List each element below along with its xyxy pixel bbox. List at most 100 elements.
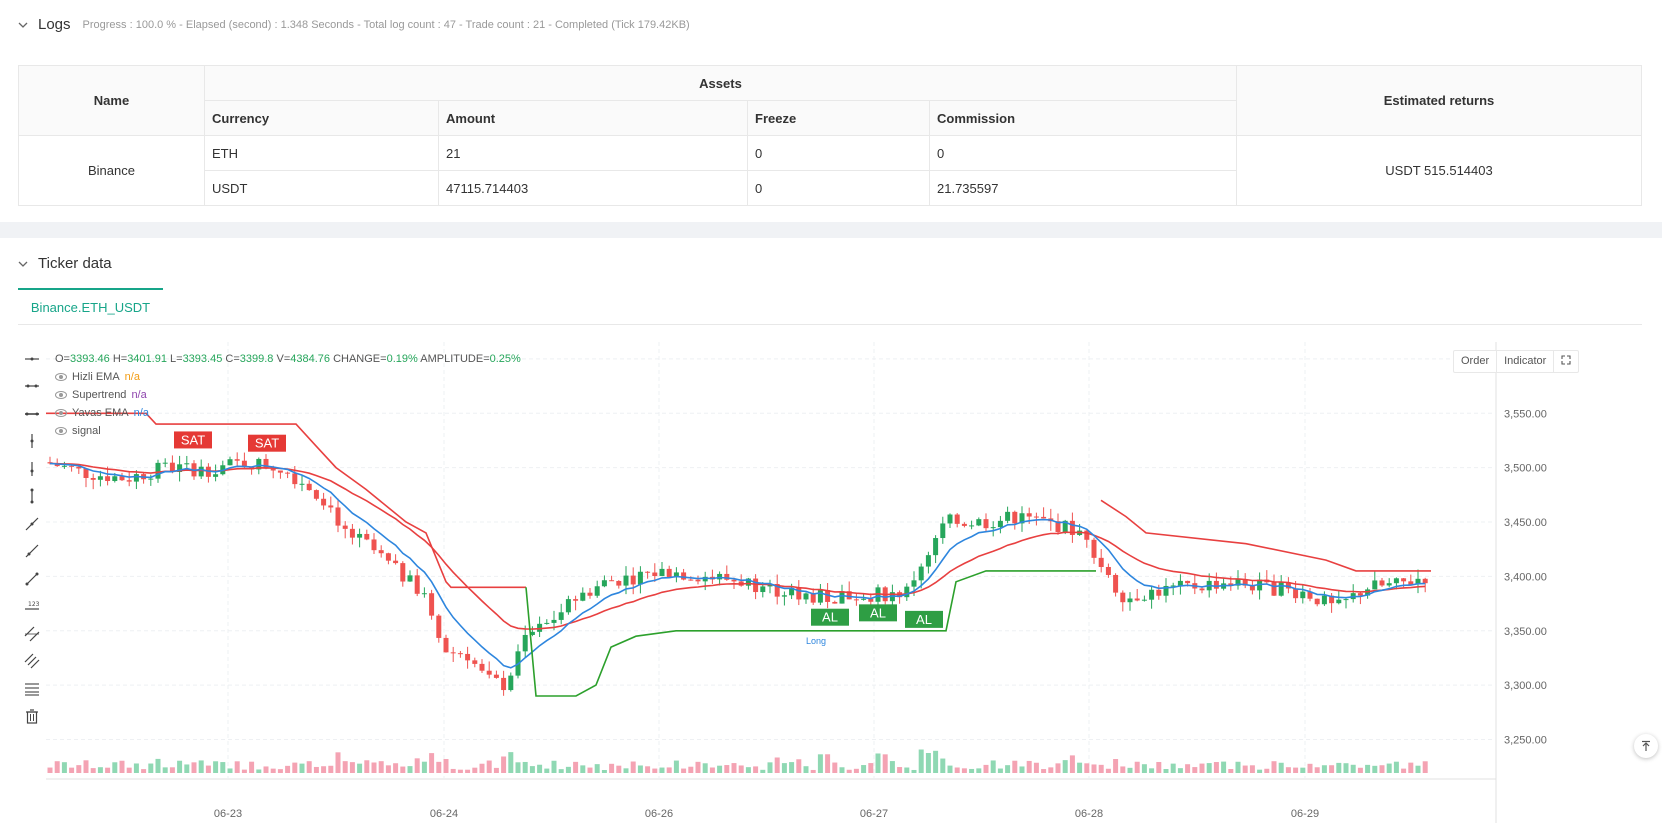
- volume-bar: [385, 765, 391, 773]
- parallel-channel-tool-icon[interactable]: [18, 620, 46, 648]
- volume-bar: [587, 767, 593, 773]
- vertical-ray-tool-icon[interactable]: [18, 455, 46, 483]
- volume-bar: [47, 767, 53, 773]
- volume-bar: [1206, 763, 1212, 773]
- price-range-tool-icon[interactable]: 123: [18, 593, 46, 621]
- candle-body: [825, 590, 831, 602]
- candle-body: [1012, 511, 1018, 524]
- order-button[interactable]: Order: [1454, 351, 1498, 372]
- candle-body: [810, 593, 816, 603]
- volume-bar: [148, 763, 154, 773]
- horizontal-line-tool-icon[interactable]: [18, 345, 46, 373]
- volume-bar: [544, 768, 550, 773]
- volume-bar: [1329, 765, 1335, 773]
- candle-body: [364, 533, 370, 540]
- eye-icon[interactable]: [55, 391, 67, 399]
- candle-body: [436, 615, 442, 638]
- volume-bar: [414, 758, 420, 773]
- volume-bar: [1041, 769, 1047, 773]
- candle-body: [947, 514, 953, 524]
- table-row: USDT 47115.714403 0 21.735597: [19, 170, 1642, 206]
- candle-body: [990, 527, 996, 529]
- candle-body: [1177, 580, 1183, 586]
- volume-bar: [1278, 762, 1284, 773]
- fullscreen-button[interactable]: [1554, 351, 1578, 372]
- ticker-header[interactable]: Ticker data: [18, 255, 112, 272]
- volume-bar: [1350, 764, 1356, 773]
- logs-header[interactable]: Logs Progress : 100.0 % - Elapsed (secon…: [18, 16, 690, 33]
- volume-bar: [529, 766, 535, 773]
- volume-bar: [1185, 764, 1191, 773]
- segment-tool-icon[interactable]: [18, 565, 46, 593]
- indicator-supertrend[interactable]: Supertrend n/a: [55, 386, 521, 404]
- volume-bar: [1314, 767, 1320, 773]
- tab-binance-eth-usdt[interactable]: Binance.ETH_USDT: [18, 288, 163, 324]
- candle-body: [731, 579, 737, 582]
- vertical-line-tool-icon[interactable]: [18, 428, 46, 456]
- eye-icon[interactable]: [55, 373, 67, 381]
- candle-body: [1415, 578, 1421, 585]
- candle-body: [940, 523, 946, 539]
- volume-bar: [213, 761, 219, 773]
- commission-cell: 21.735597: [929, 170, 1237, 206]
- volume-bar: [1026, 760, 1032, 773]
- eye-icon[interactable]: [55, 427, 67, 435]
- eye-icon[interactable]: [55, 409, 67, 417]
- extended-line-tool-icon[interactable]: [18, 400, 46, 428]
- volume-bar: [832, 762, 838, 773]
- volume-bar: [645, 766, 651, 773]
- volume-bar: [54, 761, 60, 773]
- volume-bar: [1257, 769, 1263, 773]
- x-tick-label: 06-28: [1075, 808, 1103, 820]
- pitchfork-tool-icon[interactable]: [18, 648, 46, 676]
- volume-bar: [875, 753, 881, 773]
- change-label: CHANGE=: [333, 353, 387, 365]
- candle-body: [450, 652, 456, 654]
- indicator-name: Hizli EMA: [72, 371, 120, 383]
- trend-line-tool-icon[interactable]: [18, 510, 46, 538]
- price-chart[interactable]: 3,250.00 3,300.00 3,350.00 3,400.00 3,450.00…: [46, 342, 1662, 823]
- vertical-segment-tool-icon[interactable]: [18, 483, 46, 511]
- volume-bar: [681, 768, 687, 773]
- buy-signal-marker: [859, 604, 897, 622]
- candle-body: [544, 622, 550, 624]
- horizontal-ray-tool-icon[interactable]: [18, 373, 46, 401]
- open-value: 3393.46: [69, 353, 110, 365]
- indicator-hizli-ema[interactable]: Hizli EMA n/a: [55, 368, 521, 386]
- volume-bar: [1005, 765, 1011, 773]
- scroll-to-top-button[interactable]: [1634, 734, 1658, 758]
- volume-bar: [421, 761, 427, 773]
- trash-icon[interactable]: [18, 703, 46, 731]
- volume-bar: [1228, 769, 1234, 773]
- volume-bar: [1300, 767, 1306, 773]
- indicator-yavas-ema[interactable]: Yavas EMA n/a: [55, 404, 521, 422]
- name-header: Name: [18, 65, 205, 136]
- fib-levels-tool-icon[interactable]: [18, 675, 46, 703]
- chart-controls: Order Indicator: [1453, 350, 1580, 373]
- volume-bar: [126, 767, 132, 773]
- candle-body: [1393, 578, 1399, 584]
- candle-body: [1235, 579, 1241, 586]
- fast-ema-line: [49, 462, 1426, 669]
- candle-body: [1069, 520, 1075, 535]
- y-tick-label: 3,500.00: [1504, 463, 1547, 475]
- candle-body: [637, 571, 643, 585]
- volume-bar: [292, 762, 298, 773]
- y-tick-label: 3,550.00: [1504, 408, 1547, 420]
- volume-bar: [1069, 755, 1075, 773]
- indicator-signal[interactable]: signal: [55, 422, 521, 440]
- candle-body: [1163, 585, 1169, 596]
- volume-bar: [1221, 761, 1227, 773]
- volume-bar: [839, 767, 845, 773]
- volume-bar: [162, 767, 168, 773]
- candle-body: [306, 483, 312, 491]
- ray-tool-icon[interactable]: [18, 538, 46, 566]
- candle-body: [1113, 574, 1119, 593]
- volume-bar: [69, 767, 75, 773]
- candle-body: [1329, 595, 1335, 604]
- volume-bar: [760, 769, 766, 773]
- indicator-button[interactable]: Indicator: [1497, 351, 1555, 372]
- candle-body: [1141, 599, 1147, 601]
- indicator-value: n/a: [131, 389, 147, 401]
- volume-bar: [983, 764, 989, 773]
